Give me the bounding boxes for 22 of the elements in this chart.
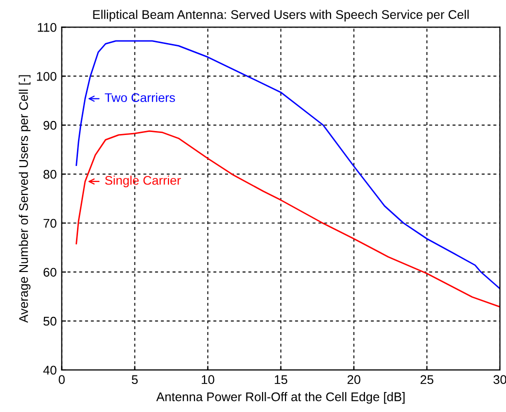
- x-tick-label: 20: [348, 375, 360, 384]
- y-tick-label: 70: [44, 218, 56, 228]
- x-tick-label: 30: [493, 375, 506, 384]
- legend-label: Single Carrier: [105, 176, 181, 188]
- y-tick-label: 80: [44, 170, 56, 179]
- x-tick-label: 5: [132, 375, 138, 384]
- x-axis-title: Antenna Power Roll-Off at the Cell Edge [dB]: [156, 392, 405, 404]
- y-tick-label: 60: [44, 268, 56, 277]
- line-series: [76, 40, 500, 290]
- x-tick-label: 15: [274, 375, 288, 384]
- chart-title: Elliptical Beam Antenna: Served Users with Speech Service per Cell: [93, 10, 469, 22]
- legend-label: Two Carriers: [104, 92, 175, 102]
- x-tick-label: 0: [58, 375, 65, 384]
- y-tick-label: 100: [36, 72, 56, 81]
- line-series: [76, 130, 500, 308]
- y-axis-title: Average Number of Served Users per Cell [-]: [18, 75, 30, 323]
- x-tick-label: 10: [202, 375, 214, 384]
- y-tick-label: 110: [38, 22, 56, 32]
- y-tick-label: 90: [44, 120, 56, 130]
- y-tick-label: 50: [43, 316, 56, 326]
- x-tick-label: 25: [420, 375, 434, 384]
- y-tick-label: 40: [43, 366, 56, 375]
